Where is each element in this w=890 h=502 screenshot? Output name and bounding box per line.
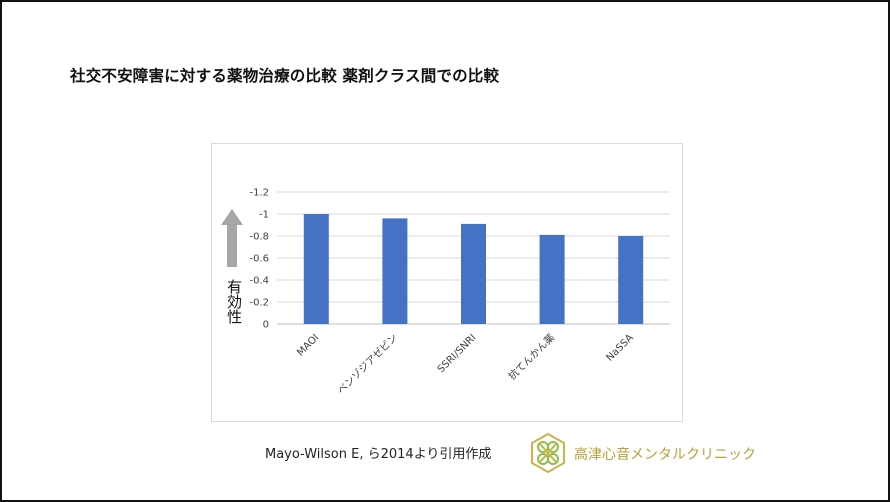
bar (304, 214, 329, 324)
x-tick-label: ベンゾジアゼピン (335, 332, 400, 397)
bar-chart: -1.2 -1 -0.8 -0.6 -0.4 -0.2 0 MAOI ベンゾジアゼピン SSRI/… (212, 144, 682, 421)
up-arrow-icon (221, 209, 243, 267)
y-tick-label: -0.2 (249, 298, 269, 309)
y-tick-label: -0.6 (249, 254, 269, 265)
x-tick-label: SSRI/SNRI (436, 332, 479, 375)
x-tick-label: MAOI (295, 332, 321, 358)
clover-hexagon-logo-icon (530, 433, 566, 473)
efficacy-label: 有効性 (224, 279, 242, 324)
y-tick-label: 0 (263, 320, 269, 331)
y-tick-label: -1 (259, 210, 269, 221)
x-tick-label: 抗てんかん薬 (506, 331, 558, 383)
slide-title: 社交不安障害に対する薬物治療の比較 薬剤クラス間での比較 (70, 64, 499, 86)
citation: Mayo-Wilson E, ら2014より引用作成 (265, 443, 491, 462)
chart-frame: -1.2 -1 -0.8 -0.6 -0.4 -0.2 0 MAOI ベンゾジアゼピン SSRI/… (211, 143, 683, 422)
y-tick-label: -0.4 (249, 276, 269, 287)
y-tick-label: -0.8 (249, 232, 269, 243)
bar (540, 235, 565, 324)
x-tick-label: NaSSA (604, 332, 635, 363)
y-tick-label: -1.2 (249, 188, 269, 199)
bar (618, 236, 643, 324)
clinic-name: 高津心音メンタルクリニック (574, 444, 756, 464)
bar (382, 218, 407, 324)
bar (461, 224, 486, 324)
